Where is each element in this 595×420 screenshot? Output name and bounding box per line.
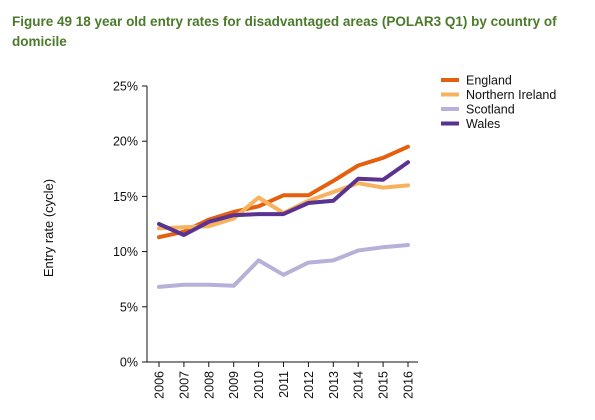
legend-label-scotland: Scotland — [466, 103, 515, 117]
legend-label-wales: Wales — [466, 117, 500, 131]
y-tick-label: 10% — [113, 245, 138, 259]
x-tick-label: 2006 — [153, 371, 167, 399]
y-tick-label: 5% — [120, 300, 138, 314]
chart-axes: 0% 5% 10% 15% 20% 25% 2006 2007 2008 2009 2010 2011… — [113, 80, 418, 399]
x-tick-label: 2007 — [177, 371, 191, 399]
y-tick-label: 15% — [113, 190, 138, 204]
series-line-wales — [157, 160, 410, 237]
x-tick-label: 2009 — [227, 371, 241, 399]
x-tick-label: 2015 — [377, 371, 391, 399]
chart-series — [157, 144, 410, 289]
y-tick-label: 0% — [120, 356, 138, 370]
x-tick-label: 2008 — [202, 371, 216, 399]
x-tick-label: 2013 — [327, 371, 341, 399]
figure-title: Figure 49 18 year old entry rates for di… — [12, 14, 557, 49]
x-tick-label: 2012 — [302, 371, 316, 399]
x-tick-label: 2010 — [252, 371, 266, 399]
y-tick-label: 20% — [113, 135, 138, 149]
y-tick-label: 25% — [113, 80, 138, 94]
series-line-scotland — [157, 243, 410, 289]
series-line-northern-ireland — [157, 181, 410, 231]
legend-label-england: England — [466, 74, 512, 88]
x-tick-label: 2016 — [402, 371, 416, 399]
x-tick-label: 2014 — [352, 371, 366, 399]
series-line-england — [157, 144, 410, 240]
x-tick-label: 2011 — [277, 371, 291, 398]
y-axis-label: Entry rate (cycle) — [41, 179, 56, 277]
legend-label-northern-ireland: Northern Ireland — [466, 88, 556, 102]
